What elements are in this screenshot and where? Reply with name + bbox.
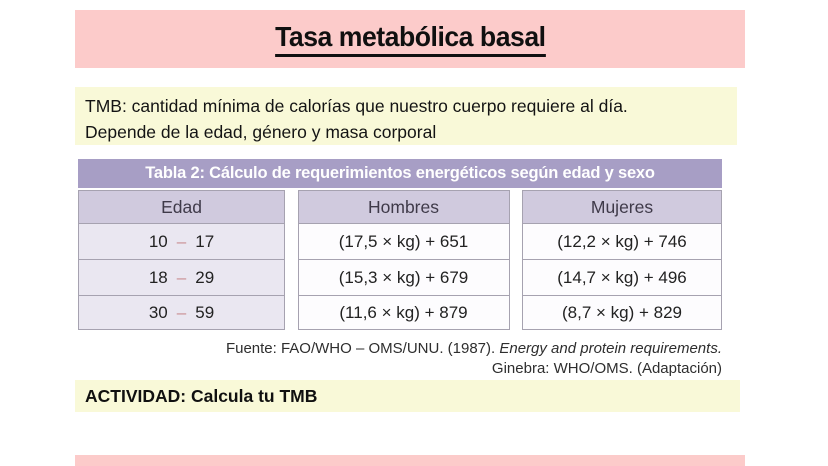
source-citation: Fuente: FAO/WHO – OMS/UNU. (1987). Energ… — [78, 339, 722, 380]
age-range-cell: 30–59 — [79, 296, 284, 329]
column-edad: Edad 10–17 18–29 30–59 — [78, 190, 285, 330]
age-from: 30 — [148, 302, 168, 322]
definition-line-1: TMB: cantidad mínima de calorías que nue… — [85, 96, 628, 116]
activity-label: ACTIVIDAD: Calcula tu TMB — [85, 385, 318, 406]
age-dash: – — [176, 267, 187, 287]
column-hombres: Hombres (17,5 × kg) + 651 (15,3 × kg) + … — [297, 190, 510, 330]
source-line-2: Ginebra: WHO/OMS. (Adaptación) — [491, 360, 722, 378]
age-range-cell: 18–29 — [79, 260, 284, 296]
tmb-definition-note: TMB: cantidad mínima de calorías que nue… — [75, 87, 737, 145]
formula-cell-mujeres: (14,7 × kg) + 496 — [523, 260, 721, 296]
definition-line-2: Depende de la edad, género y masa corpor… — [85, 122, 437, 143]
table-columns: Edad 10–17 18–29 30–59 Hombres (17,5 × k… — [78, 190, 722, 330]
bottom-accent-bar — [75, 455, 745, 466]
header-cell-hombres: Hombres — [298, 191, 509, 224]
formula-cell-hombres: (15,3 × kg) + 679 — [298, 260, 509, 296]
formula-cell-hombres: (11,6 × kg) + 879 — [298, 296, 509, 329]
activity-note: ACTIVIDAD: Calcula tu TMB — [75, 380, 740, 412]
age-to: 59 — [195, 302, 215, 322]
age-to: 17 — [195, 231, 215, 251]
age-from: 18 — [148, 267, 168, 287]
source-line-1: Fuente: FAO/WHO – OMS/UNU. (1987). Energ… — [78, 339, 722, 359]
age-range-cell: 10–17 — [79, 224, 284, 260]
age-from: 10 — [148, 231, 168, 251]
source-work-title: Energy and protein requirements. — [499, 340, 722, 357]
page-title: Tasa metabólica basal — [274, 21, 546, 57]
age-dash: – — [176, 302, 187, 322]
energy-requirements-table: Tabla 2: Cálculo de requerimientos energ… — [78, 159, 722, 330]
formula-cell-mujeres: (8,7 × kg) + 829 — [523, 296, 721, 329]
title-banner: Tasa metabólica basal — [75, 10, 745, 68]
table-caption: Tabla 2: Cálculo de requerimientos energ… — [78, 159, 722, 188]
header-cell-mujeres: Mujeres — [523, 191, 721, 224]
age-to: 29 — [195, 267, 215, 287]
column-mujeres: Mujeres (12,2 × kg) + 746 (14,7 × kg) + … — [522, 190, 722, 330]
formula-cell-mujeres: (12,2 × kg) + 746 — [523, 224, 721, 260]
age-dash: – — [176, 231, 187, 251]
source-label: Fuente: FAO/WHO – OMS/UNU. (1987). — [225, 340, 496, 357]
header-cell-edad: Edad — [79, 191, 284, 224]
formula-cell-hombres: (17,5 × kg) + 651 — [298, 224, 509, 260]
